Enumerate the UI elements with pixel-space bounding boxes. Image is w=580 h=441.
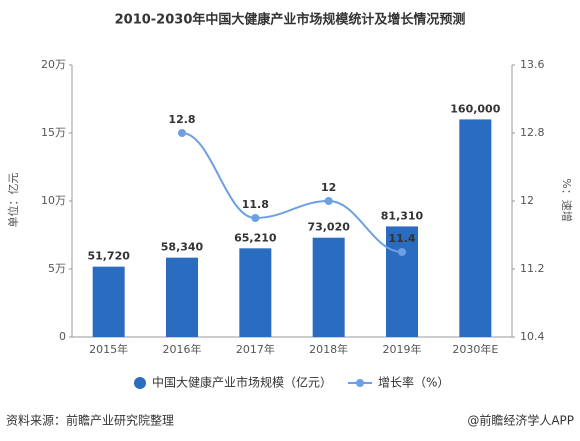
x-tick-label: 2015年 (89, 342, 128, 356)
y2-tick-label: 12.8 (520, 126, 545, 139)
y2-tick-label: 11.2 (520, 262, 545, 275)
bar-value-label: 81,310 (381, 209, 424, 222)
line-value-label: 11.8 (242, 198, 269, 211)
y-tick-label: 10万 (41, 194, 66, 207)
bar (312, 237, 345, 337)
bar (166, 257, 198, 337)
bar-value-label: 65,210 (234, 231, 277, 244)
chart-title: 2010-2030年中国大健康产业市场规模统计及增长情况预测 (115, 12, 466, 28)
line-value-label: 12 (321, 181, 336, 194)
x-tick-label: 2019年 (383, 342, 422, 356)
bar-value-label: 73,020 (307, 221, 350, 234)
y-tick-label: 5万 (48, 262, 66, 275)
bar-value-label: 58,340 (161, 241, 204, 254)
bar (386, 226, 418, 337)
growth-line (181, 132, 403, 253)
credit: @前瞻经济学人APP (467, 413, 574, 428)
y2-tick-label: 13.6 (520, 58, 545, 71)
source: 资料来源：前瞻产业研究院整理 (6, 413, 174, 428)
bar (459, 119, 492, 338)
growth-point (398, 248, 406, 256)
x-tick-label: 2017年 (236, 342, 275, 356)
legend-swatch (134, 377, 146, 389)
line-value-label: 12.8 (168, 113, 195, 126)
x-tick-label: 2016年 (163, 342, 202, 356)
legend-label: 增长率（%） (378, 375, 449, 390)
x-tick-label: 2018年 (309, 342, 348, 356)
y-tick-label: 20万 (41, 58, 66, 71)
legend-swatch (356, 379, 364, 387)
bar-value-label: 160,000 (450, 102, 500, 115)
y-tick-label: 15万 (41, 126, 66, 139)
bar (92, 266, 125, 337)
legend-label: 中国大健康产业市场规模（亿元） (152, 375, 332, 390)
growth-point (178, 129, 186, 137)
bar (239, 248, 272, 337)
x-tick-label: 2030年E (452, 342, 498, 356)
bar-value-label: 51,720 (87, 250, 130, 263)
line-value-label: 11.4 (388, 232, 415, 245)
y2-axis-label: %：速增 (560, 178, 574, 221)
y-axis-label: 单位：亿元 (6, 173, 20, 228)
y2-tick-label: 12 (520, 194, 534, 207)
growth-point (251, 214, 260, 222)
growth-point (324, 197, 333, 205)
y2-tick-label: 10.4 (520, 330, 545, 343)
y-tick-label: 0 (59, 330, 66, 343)
